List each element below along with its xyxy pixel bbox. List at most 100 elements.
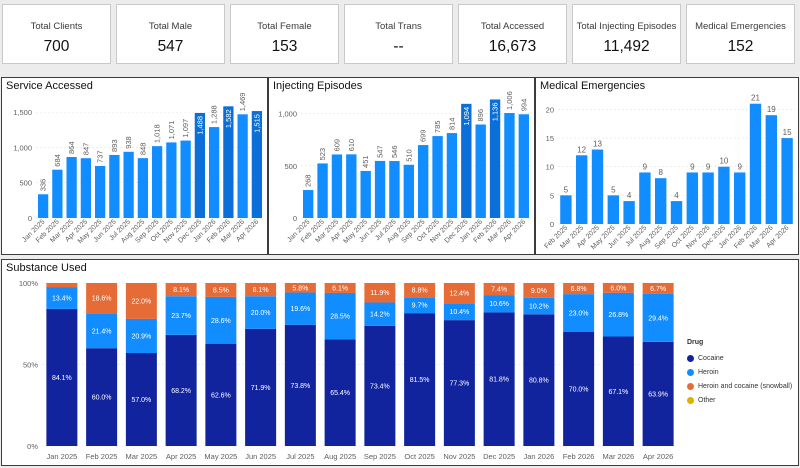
- bar-value-label: 1,515: [252, 114, 261, 133]
- stack-segment: [563, 283, 595, 295]
- chart-title: Injecting Episodes: [273, 80, 363, 92]
- stack-segment: [324, 292, 356, 340]
- stack-segment: [523, 297, 555, 315]
- bar: [403, 164, 414, 218]
- bar-value-label: 1,582: [224, 109, 233, 128]
- legend-dot: [687, 382, 694, 390]
- bar: [80, 158, 92, 218]
- kpi-label: Medical Emergencies: [695, 21, 786, 32]
- segment-value-label: 6.0%: [610, 285, 626, 292]
- segment-value-label: 67.1%: [608, 389, 628, 396]
- x-tick-label: Mar 2026: [603, 452, 635, 461]
- legend-label: Other: [698, 396, 716, 404]
- stack-segment: [165, 283, 197, 297]
- bar: [94, 165, 106, 218]
- bar-value-label: 19: [767, 105, 776, 114]
- legend-item-snowball[interactable]: Heroin and cocaine (snowball): [687, 379, 797, 393]
- segment-value-label: 62.6%: [211, 392, 231, 399]
- bar-value-label: 1,018: [153, 124, 162, 143]
- bar: [607, 195, 619, 224]
- kpi-label: Total Clients: [30, 21, 83, 32]
- segment-value-label: 18.6%: [92, 296, 112, 303]
- stack-segment: [205, 283, 237, 297]
- kpi-card-total-trans: Total Trans --: [344, 4, 453, 64]
- stack-segment: [125, 283, 157, 319]
- x-tick-label: Jul 2025: [286, 452, 314, 461]
- kpi-label: Total Male: [148, 21, 193, 32]
- segment-value-label: 8.5%: [213, 287, 229, 294]
- segment-value-label: 65.4%: [330, 390, 350, 397]
- bar-value-label: 9: [643, 162, 648, 171]
- substance-legend: Drug Cocaine Heroin Heroin and cocaine (…: [687, 339, 797, 407]
- segment-value-label: 57.0%: [131, 397, 151, 404]
- kpi-label: Total Trans: [375, 21, 422, 32]
- bar: [374, 160, 386, 218]
- chart-title: Substance Used: [6, 262, 87, 274]
- bar: [208, 127, 220, 218]
- bar: [346, 154, 357, 218]
- segment-value-label: 14.2%: [370, 312, 390, 319]
- stack-segment: [125, 352, 157, 446]
- bar-value-label: 5: [564, 185, 569, 194]
- stack-segment: [642, 341, 674, 446]
- segment-value-label: 26.8%: [608, 312, 628, 319]
- bar-value-label: 1,488: [195, 116, 204, 135]
- bar-value-label: 864: [67, 141, 76, 154]
- segment-value-label: 29.4%: [648, 315, 668, 322]
- legend-dot: [687, 368, 694, 376]
- y-tick-label: 15: [546, 134, 554, 143]
- bar-value-label: 684: [53, 154, 62, 167]
- bar-value-label: 13: [593, 140, 602, 149]
- stack-segment: [602, 336, 634, 446]
- x-tick-label: Feb 2025: [86, 452, 118, 461]
- segment-value-label: 68.2%: [171, 388, 191, 395]
- bar-value-label: 848: [138, 143, 147, 156]
- substance-used-panel: Substance Used 0% 50% 100% 84.1% 13.4% Jan 20…: [1, 259, 799, 466]
- y-tick-label: 1,000: [278, 110, 297, 119]
- legend-item-heroin[interactable]: Heroin: [687, 365, 797, 379]
- stack-segment: [364, 283, 396, 303]
- stack-segment: [483, 295, 515, 313]
- segment-value-label: 7.4%: [491, 287, 507, 294]
- kpi-value: 547: [157, 38, 184, 55]
- legend-item-other[interactable]: Other: [687, 393, 797, 407]
- stack-segment: [165, 296, 197, 335]
- stack-segment: [602, 292, 634, 337]
- y-tick-label: 0: [293, 214, 297, 223]
- segment-value-label: 6.1%: [332, 285, 348, 292]
- stack-segment: [245, 328, 277, 446]
- bar: [576, 155, 588, 224]
- stack-segment: [404, 283, 436, 298]
- x-tick-label: Sep 2025: [364, 452, 396, 461]
- x-tick-label: Apr 2025: [166, 452, 196, 461]
- bar: [223, 106, 234, 218]
- bar: [432, 136, 443, 218]
- y-tick-label: 10: [546, 163, 554, 172]
- segment-value-label: 19.6%: [290, 306, 310, 313]
- bar: [418, 145, 429, 218]
- stack-segment: [642, 293, 674, 342]
- y-tick-label: 500: [19, 179, 32, 188]
- kpi-value: 11,492: [603, 38, 650, 55]
- bar: [461, 103, 472, 218]
- segment-value-label: 84.1%: [52, 375, 72, 382]
- legend-item-cocaine[interactable]: Cocaine: [687, 351, 797, 365]
- bar-value-label: 1,469: [238, 93, 247, 112]
- stack-segment: [86, 313, 118, 349]
- bar: [37, 194, 49, 218]
- bar: [781, 138, 793, 224]
- kpi-value: 153: [271, 38, 298, 55]
- stack-segment: [284, 283, 316, 293]
- stack-segment: [245, 296, 277, 329]
- bar: [686, 172, 698, 224]
- bar-value-label: 8: [658, 168, 663, 177]
- bar-value-label: 1,094: [462, 107, 471, 126]
- chart-title: Medical Emergencies: [540, 80, 646, 92]
- kpi-value: 700: [43, 38, 70, 55]
- segment-value-label: 63.9%: [648, 391, 668, 398]
- segment-value-label: 12.4%: [449, 291, 469, 298]
- bar-value-label: 5: [611, 185, 616, 194]
- x-tick-label: Oct 2025: [404, 452, 434, 461]
- bar-value-label: 4: [627, 191, 632, 200]
